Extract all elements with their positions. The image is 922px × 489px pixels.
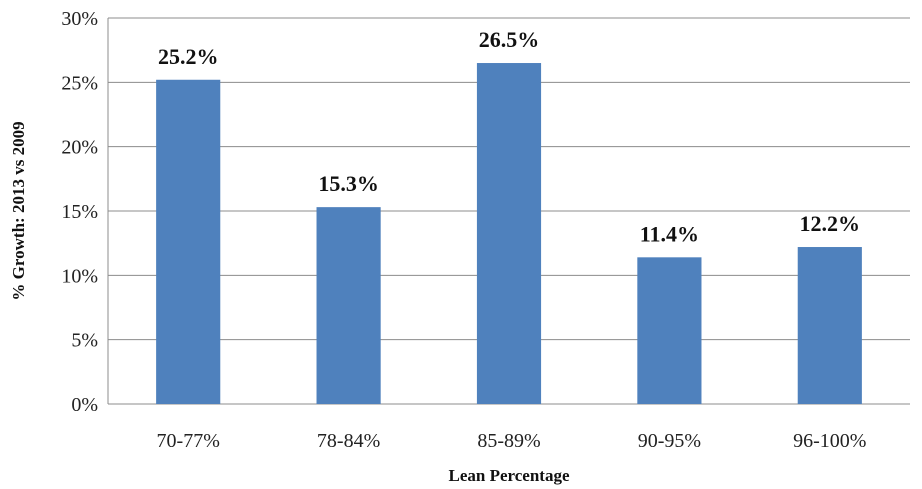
- data-label: 12.2%: [800, 211, 861, 236]
- bars: [156, 63, 862, 405]
- bar: [637, 257, 702, 404]
- data-label: 11.4%: [640, 221, 699, 246]
- data-label: 25.2%: [158, 44, 219, 69]
- y-tick-label: 20%: [61, 137, 98, 159]
- y-axis-title: % Growth: 2013 vs 2009: [9, 121, 28, 300]
- x-axis-title: Lean Percentage: [448, 466, 569, 485]
- x-tick-label: 78-84%: [317, 430, 380, 452]
- bar: [316, 207, 381, 404]
- y-tick-label: 30%: [61, 8, 98, 30]
- bar: [156, 79, 221, 404]
- y-tick-label: 10%: [61, 265, 98, 287]
- x-tick-label: 70-77%: [157, 430, 220, 452]
- y-tick-label: 5%: [71, 330, 98, 352]
- y-tick-label: 15%: [61, 201, 98, 223]
- data-labels: 25.2% 15.3% 26.5% 11.4% 12.2%: [158, 27, 860, 246]
- y-tick-label: 25%: [61, 72, 98, 94]
- data-label: 15.3%: [318, 171, 379, 196]
- bar: [797, 247, 862, 404]
- x-tick-label: 96-100%: [793, 430, 866, 452]
- x-tick-label: 85-89%: [477, 430, 540, 452]
- x-axis-tick-labels: 70-77% 78-84% 85-89% 90-95% 96-100%: [157, 430, 867, 452]
- y-tick-label: 0%: [71, 394, 98, 416]
- bar: [476, 63, 542, 405]
- y-axis-tick-labels: 0% 5% 10% 15% 20% 25% 30%: [61, 8, 98, 416]
- x-tick-label: 90-95%: [638, 430, 701, 452]
- data-label: 26.5%: [479, 27, 540, 52]
